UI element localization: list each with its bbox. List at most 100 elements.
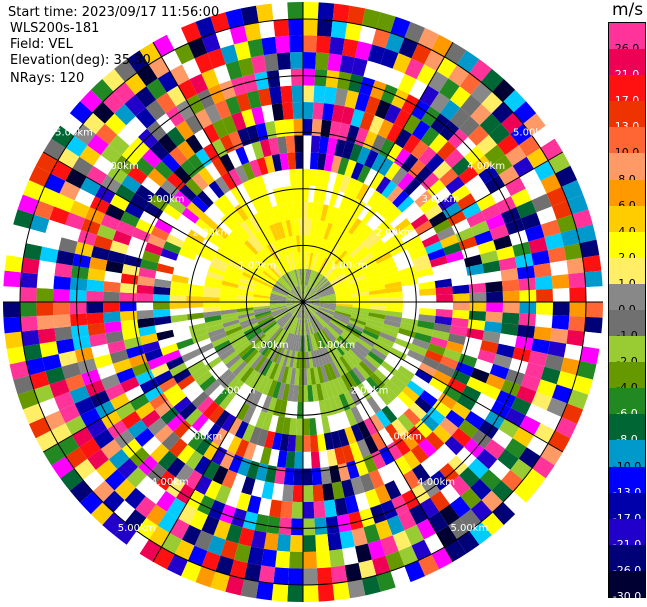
velocity-gate [410,444,429,464]
velocity-gate [273,328,285,344]
velocity-gate [45,219,66,238]
velocity-gate [419,295,437,302]
velocity-gate [344,215,358,233]
velocity-gate [263,246,276,262]
velocity-gate [154,218,174,234]
velocity-gate [229,559,248,580]
velocity-gate [59,180,81,201]
velocity-gate [459,116,480,138]
velocity-gate [222,350,239,365]
velocity-gate [225,8,245,29]
velocity-gate [358,256,376,269]
velocity-gate [335,291,353,297]
velocity-gate [380,48,399,69]
velocity-gate [255,252,270,267]
velocity-gate [238,57,255,77]
velocity-gate [124,487,146,510]
velocity-gate [368,288,386,296]
velocity-gate [156,490,176,512]
velocity-gate [312,102,324,120]
velocity-gate [315,281,330,293]
velocity-gate [460,94,482,117]
velocity-gate [544,232,564,251]
velocity-gate [315,312,329,325]
velocity-gate [203,291,221,298]
velocity-gate [247,329,263,342]
velocity-gate [566,257,585,275]
velocity-gate [170,314,188,323]
velocity-gate [328,244,340,261]
velocity-gate [65,212,86,230]
velocity-gate [144,385,164,402]
velocity-gate [254,513,270,533]
velocity-gate [336,229,349,247]
velocity-gate [372,28,391,49]
velocity-gate [54,326,73,342]
velocity-gate [286,297,303,302]
velocity-gate [19,302,37,317]
velocity-gate [181,241,200,255]
velocity-gate [238,314,256,323]
velocity-gate [269,298,287,302]
velocity-gate [135,369,155,386]
velocity-gate [390,566,411,588]
velocity-gate [429,336,448,349]
velocity-gate [271,290,288,297]
velocity-gate [280,314,293,328]
velocity-gate [277,382,286,400]
velocity-gate [228,231,245,247]
velocity-gate [369,80,387,100]
velocity-gate [276,136,288,154]
velocity-gate [255,175,267,194]
velocity-gate [244,388,258,406]
velocity-gate [406,207,425,224]
velocity-gate [253,291,271,297]
velocity-gate [307,202,314,220]
velocity-gate [141,409,161,428]
velocity-gate [306,218,312,236]
velocity-gate [343,329,359,342]
velocity-gate [500,322,519,336]
velocity-gate [363,325,381,336]
velocity-gate [105,330,124,344]
velocity-gate [228,168,243,187]
velocity-gate [344,237,359,253]
velocity-gate [411,539,432,561]
velocity-gate [230,256,248,269]
velocity-gate [320,204,329,222]
velocity-gate [500,268,519,282]
velocity-gate [153,294,170,302]
velocity-gate [292,269,299,287]
velocity-gate [129,137,150,158]
velocity-gate [177,140,196,160]
velocity-gate [224,376,241,393]
velocity-gate [225,523,243,544]
velocity-gate [169,302,187,309]
velocity-gate [258,277,275,287]
velocity-gate [470,478,492,501]
velocity-gate [498,165,520,186]
velocity-gate [408,504,428,525]
velocity-gate [279,238,288,256]
velocity-gate [330,20,348,39]
velocity-gate [86,279,105,292]
velocity-gate [421,106,441,127]
velocity-gate [519,289,537,302]
velocity-gate [216,368,233,385]
velocity-gate [211,335,229,348]
velocity-gate [158,133,178,154]
velocity-gate [230,76,247,96]
velocity-gate [298,368,303,386]
velocity-gate [187,229,206,244]
velocity-gate [203,306,221,313]
velocity-gate [29,214,50,233]
velocity-gate [476,134,498,156]
velocity-gate [351,288,369,295]
velocity-gate [584,270,603,288]
velocity-gate [205,356,223,371]
velocity-gate [561,179,584,201]
velocity-gate [418,438,437,458]
velocity-gate [262,208,274,226]
velocity-gate [355,183,370,201]
velocity-gate [328,270,344,283]
